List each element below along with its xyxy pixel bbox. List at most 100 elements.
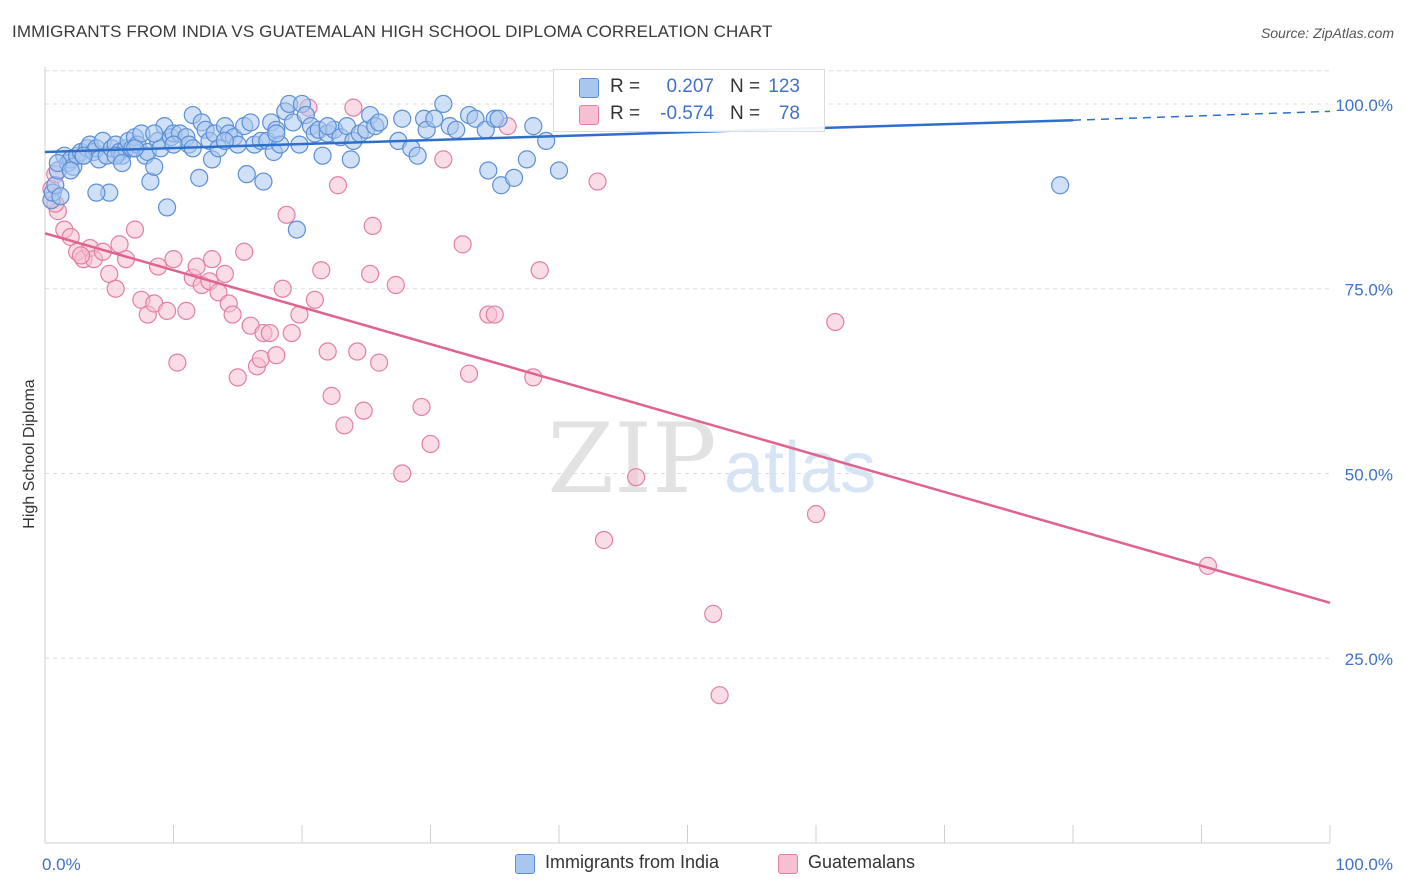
data-point	[187, 257, 206, 276]
data-point	[277, 205, 296, 224]
data-point	[112, 153, 132, 173]
data-point	[479, 161, 498, 180]
data-point	[267, 346, 286, 365]
data-point	[466, 109, 485, 128]
data-point	[235, 242, 254, 261]
data-point	[125, 220, 145, 239]
data-point	[826, 312, 845, 332]
legend-r-label: R =	[610, 103, 641, 124]
data-point	[177, 301, 196, 320]
data-point	[241, 113, 260, 132]
chart-title: IMMIGRANTS FROM INDIA VS GUATEMALAN HIGH…	[12, 22, 773, 41]
data-point	[370, 113, 389, 132]
data-point	[313, 146, 332, 165]
data-point	[710, 686, 729, 705]
data-point	[318, 342, 337, 361]
data-point	[145, 124, 164, 143]
data-point	[549, 161, 569, 180]
data-point	[237, 165, 256, 184]
data-point	[341, 150, 360, 169]
legend-n-label: N =	[730, 103, 761, 124]
data-point	[459, 364, 479, 383]
trend-line-india	[44, 118, 1074, 154]
data-point	[361, 264, 380, 284]
legend-r-value: 0.207	[666, 76, 714, 97]
data-point	[408, 146, 427, 165]
data-point	[626, 468, 646, 487]
series-india-points	[42, 94, 1070, 239]
watermark: ZIP atlas	[547, 403, 876, 515]
source-label: Source: ZipAtlas.com	[1260, 25, 1394, 41]
y-tick-label: 75.0%	[1345, 281, 1393, 300]
data-point	[485, 305, 504, 324]
data-point	[489, 109, 508, 128]
data-point	[354, 401, 373, 420]
data-point	[260, 323, 279, 343]
data-point	[348, 342, 367, 361]
data-point	[287, 220, 306, 239]
legend-swatch-india	[515, 854, 535, 874]
data-point	[202, 250, 222, 269]
data-point	[251, 349, 270, 369]
data-point	[157, 301, 177, 320]
data-point	[164, 135, 183, 154]
data-point	[228, 368, 247, 387]
data-point	[312, 261, 331, 280]
legend-n-value: 78	[778, 103, 800, 124]
data-point	[517, 150, 536, 169]
data-point	[254, 172, 273, 191]
data-point	[447, 120, 466, 139]
data-point	[434, 94, 453, 114]
data-point	[453, 235, 472, 254]
legend-swatch-india	[579, 78, 599, 98]
data-point	[530, 261, 549, 280]
legend-row-guatemalans: R = -0.574 N = 78	[554, 101, 824, 127]
data-point	[61, 161, 80, 180]
y-tick-label: 100.0%	[1335, 96, 1393, 115]
series-legend: Immigrants from India Guatemalans	[0, 852, 1406, 878]
data-point	[106, 279, 125, 298]
trend-line-india-extension	[1072, 110, 1331, 121]
data-point	[370, 353, 389, 372]
data-point	[524, 117, 543, 136]
trend-lines	[44, 110, 1331, 605]
data-point	[282, 323, 301, 343]
data-point	[434, 150, 453, 169]
data-point	[588, 172, 607, 191]
watermark-atlas: atlas	[724, 428, 876, 508]
data-point	[318, 117, 337, 136]
legend-n-label: N =	[730, 76, 761, 97]
legend-label-india: Immigrants from India	[545, 852, 720, 872]
data-point	[504, 168, 524, 187]
data-point	[1051, 176, 1070, 195]
data-point	[145, 157, 164, 176]
data-point	[421, 434, 440, 454]
data-point	[51, 187, 70, 206]
data-point	[328, 176, 348, 195]
legend-r-label: R =	[610, 76, 641, 97]
data-point	[704, 604, 723, 623]
data-point	[322, 386, 341, 405]
legend-n-value: 123	[768, 76, 800, 97]
data-point	[594, 530, 614, 550]
legend-swatch-guatemalans	[778, 854, 798, 874]
legend-swatch-guatemalans	[579, 105, 599, 125]
data-point	[267, 124, 286, 143]
data-point	[537, 131, 556, 151]
data-point	[412, 397, 431, 417]
data-point	[87, 183, 106, 202]
data-point	[425, 109, 444, 128]
legend-row-india: R = 0.207 N = 123	[554, 74, 824, 100]
data-point	[71, 246, 91, 265]
data-point	[386, 275, 405, 295]
data-point	[215, 264, 234, 284]
watermark-zip: ZIP	[547, 403, 716, 515]
data-point	[393, 109, 412, 128]
y-tick-label: 50.0%	[1345, 465, 1393, 484]
data-point	[168, 353, 187, 372]
tick-labels: 25.0% 50.0% 75.0% 100.0% 0.0% 100.0%	[42, 96, 1393, 874]
data-point	[363, 216, 382, 235]
legend-label-guatemalans: Guatemalans	[808, 852, 916, 872]
correlation-legend: R = 0.207 N = 123 R = -0.574 N = 78	[553, 69, 825, 132]
